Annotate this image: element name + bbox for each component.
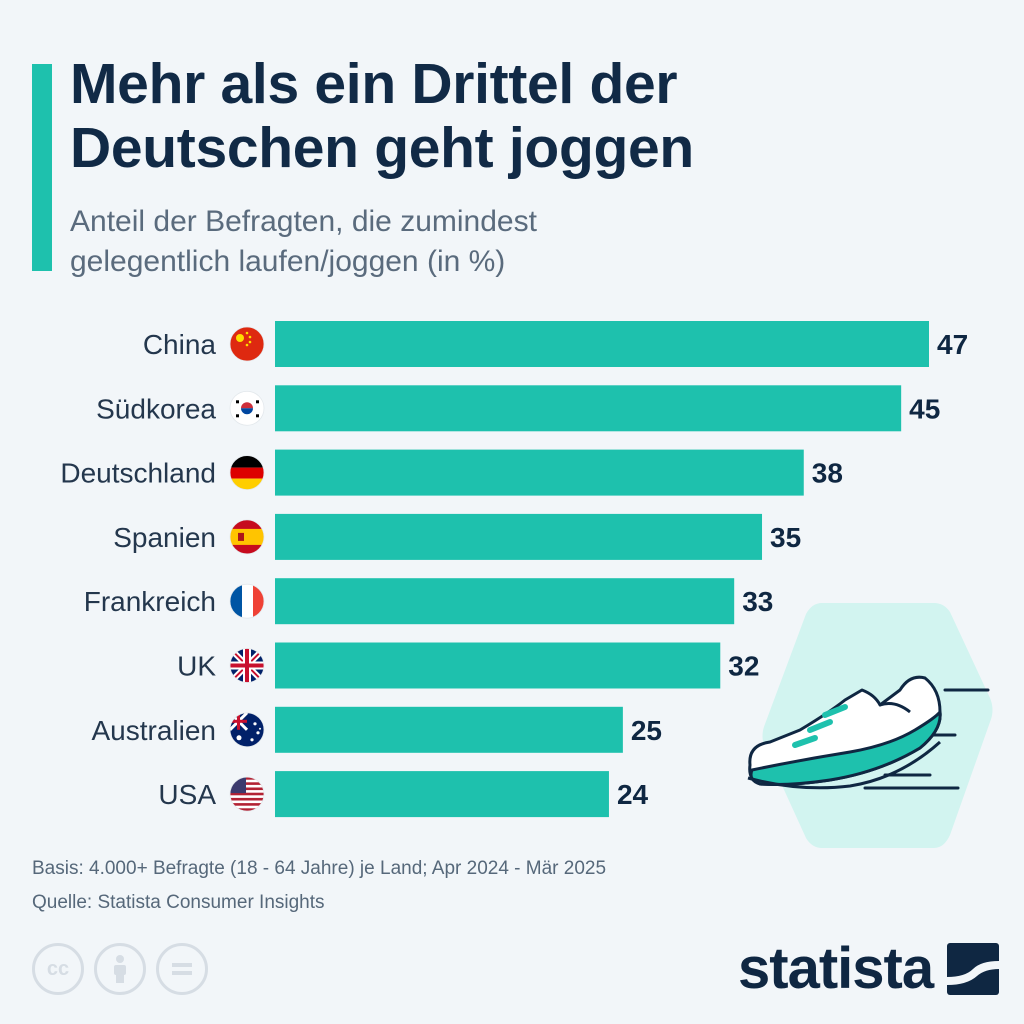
bar	[275, 449, 804, 496]
statista-logo[interactable]: statista	[738, 935, 1000, 1002]
category-label: UK	[177, 651, 216, 682]
value-label: 45	[909, 393, 940, 424]
bar-row: Spanien 35	[113, 513, 801, 560]
china-flag-icon	[229, 326, 265, 362]
bar-row: Australien 25	[91, 706, 662, 753]
south-korea-flag-icon	[229, 390, 265, 426]
bar	[275, 706, 623, 753]
australia-flag-icon	[229, 712, 265, 748]
subtitle-line-1: Anteil der Befragten, die zumindest	[70, 205, 537, 238]
uk-flag-icon	[229, 648, 265, 683]
germany-flag-icon	[229, 455, 265, 491]
title-accent-bar	[32, 64, 52, 271]
bar-row: China 47	[143, 321, 968, 367]
chart-subtitle: Anteil der Befragten, die zumindest gele…	[70, 202, 770, 282]
bar	[275, 513, 763, 560]
cc-icon[interactable]: cc	[32, 943, 84, 995]
footnote: Basis: 4.000+ Befragte (18 - 64 Jahre) j…	[32, 852, 606, 920]
bar-row: Südkorea 45	[96, 385, 940, 432]
running-shoe-illustration	[747, 603, 993, 848]
statista-logo-icon	[947, 942, 1000, 995]
source-note: Quelle: Statista Consumer Insights	[32, 892, 325, 913]
bar	[275, 642, 721, 689]
category-label: Südkorea	[96, 393, 216, 424]
category-label: Spanien	[113, 522, 216, 553]
bar	[275, 771, 609, 818]
spain-flag-icon	[229, 519, 265, 555]
category-label: China	[143, 329, 217, 360]
value-label: 24	[617, 779, 649, 810]
title-line-2: Deutschen geht joggen	[70, 116, 694, 180]
no-derivatives-icon[interactable]	[156, 943, 208, 995]
category-label: Frankreich	[84, 586, 216, 617]
value-label: 25	[631, 715, 662, 746]
subtitle-line-2: gelegentlich laufen/joggen (in %)	[70, 245, 506, 278]
bar	[275, 578, 735, 625]
chart-title: Mehr als ein Drittel der Deutschen geht …	[70, 52, 1000, 180]
bar-row: Frankreich 33	[84, 578, 773, 625]
france-flag-icon	[229, 583, 265, 619]
bar-row: UK 32	[177, 642, 759, 689]
bars-group: China 47 Südkorea 45 Deutschland 38 Spanien 35 F…	[60, 321, 968, 818]
value-label: 32	[728, 651, 759, 682]
bar	[275, 385, 902, 432]
license-icons: cc	[32, 943, 208, 995]
value-label: 47	[937, 329, 968, 360]
category-label: USA	[158, 779, 216, 810]
bar-row: Deutschland 38	[60, 449, 843, 496]
bar	[275, 321, 929, 367]
value-label: 38	[812, 458, 843, 489]
title-line-1: Mehr als ein Drittel der	[70, 52, 678, 116]
bar-row: USA 24	[158, 771, 649, 818]
category-label: Australien	[91, 715, 216, 746]
attribution-icon[interactable]	[94, 943, 146, 995]
value-label: 35	[770, 522, 801, 553]
value-label: 33	[742, 586, 773, 617]
category-label: Deutschland	[60, 458, 216, 489]
usa-flag-icon	[229, 776, 265, 812]
basis-note: Basis: 4.000+ Befragte (18 - 64 Jahre) j…	[32, 858, 607, 879]
logo-text: statista	[738, 936, 934, 1001]
